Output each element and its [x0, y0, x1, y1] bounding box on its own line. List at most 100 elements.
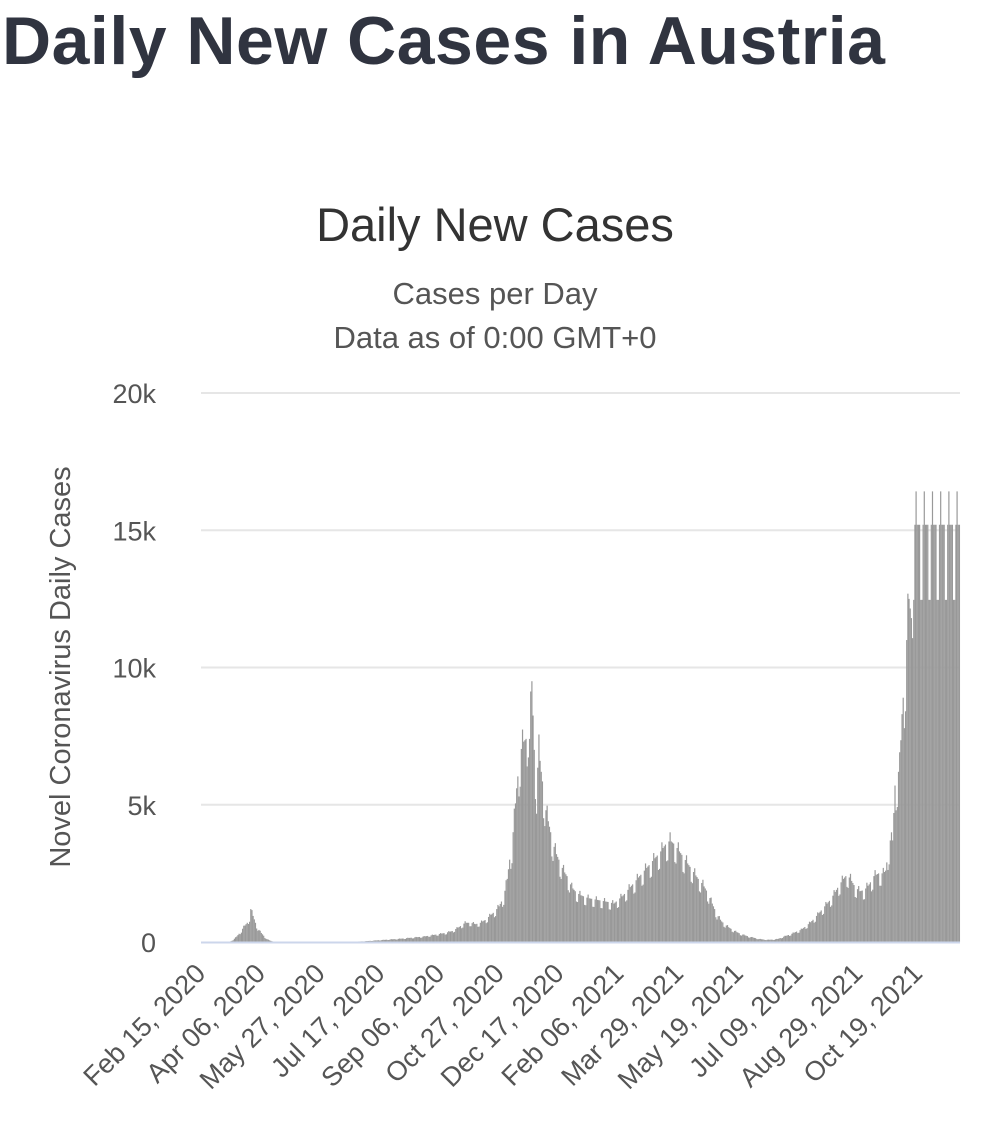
bar-day-596 [899, 752, 901, 942]
y-axis-title: Novel Coronavirus Daily Cases [45, 466, 77, 867]
bar-day-478 [760, 939, 763, 942]
bar-day-433 [708, 903, 710, 942]
page-title: Daily New Cases in Austria [2, 3, 886, 79]
bar-day-214 [451, 931, 453, 942]
chart-subtitle-data-timestamp: Data as of 0:00 GMT+0 [333, 320, 656, 355]
bar-day-52 [261, 934, 264, 942]
bar-day-619 [926, 524, 928, 942]
bar-day-572 [870, 891, 873, 942]
bar-day-145 [370, 940, 373, 942]
bar-day-487 [771, 939, 773, 942]
bar-day-361 [623, 893, 626, 942]
bar-day-147 [373, 940, 375, 942]
bar-day-413 [684, 859, 686, 942]
bar-day-40 [247, 923, 250, 942]
bar-day-195 [429, 936, 431, 942]
bar-day-565 [862, 899, 864, 942]
bar-day-386 [653, 853, 655, 942]
bar-day-269 [516, 788, 518, 942]
bar-day-453 [731, 931, 733, 942]
bar-day-590 [892, 840, 894, 942]
bar-day-373 [637, 877, 640, 942]
bar-day-611 [916, 524, 918, 942]
bar-day-319 [574, 891, 576, 942]
bar-day-407 [677, 842, 679, 942]
bar-day-609 [914, 524, 916, 942]
grid-lines [201, 392, 960, 806]
bar-day-469 [750, 937, 752, 942]
bar-day-393 [661, 842, 663, 942]
bar-day-606 [910, 618, 913, 942]
bar-day-29 [234, 937, 237, 942]
bar-day-643 [954, 599, 956, 942]
bar-day-232 [472, 921, 474, 942]
bar-day-494 [779, 938, 781, 942]
bar-day-513 [801, 928, 804, 942]
bar-day-271 [518, 796, 520, 942]
bar-day-589 [890, 832, 893, 942]
bar-day-155 [382, 939, 384, 942]
bar-day-225 [464, 921, 466, 942]
bar-day-375 [640, 874, 642, 942]
bar-series-daily-cases [230, 491, 961, 942]
bar-day-394 [662, 847, 664, 942]
bar-day-199 [434, 934, 436, 942]
bar-day-296 [547, 821, 549, 942]
bar-day-275 [523, 741, 525, 942]
bar-day-321 [576, 902, 579, 942]
bar-day-435 [710, 897, 712, 942]
bar-day-345 [605, 901, 607, 942]
bar-day-243 [485, 923, 487, 942]
bar-day-357 [619, 898, 621, 942]
bar-day-472 [753, 937, 756, 942]
bar-day-172 [402, 938, 404, 942]
bar-day-630 [938, 524, 941, 942]
bar-day-341 [600, 908, 602, 942]
bar-day-164 [393, 939, 395, 942]
bar-day-171 [401, 938, 403, 942]
bar-day-635 [944, 599, 946, 942]
bar-day-584 [885, 870, 887, 942]
bar-day-518 [807, 924, 809, 942]
bar-day-417 [689, 866, 691, 942]
bar-day-49 [258, 929, 260, 942]
bar-day-246 [489, 913, 491, 942]
bar-day-406 [676, 847, 678, 942]
bar-day-569 [867, 885, 869, 942]
bar-day-440 [716, 919, 718, 942]
bar-day-614 [920, 599, 922, 942]
bar-day-588 [889, 840, 891, 942]
bar-day-613 [919, 524, 921, 942]
bar-day-324 [580, 895, 582, 942]
bar-day-404 [674, 862, 676, 942]
bar-day-443 [719, 919, 722, 942]
bar-day-632 [941, 524, 943, 942]
bar-day-157 [384, 939, 387, 942]
bar-day-402 [671, 842, 674, 942]
bar-day-506 [793, 932, 795, 942]
bar-day-376 [641, 885, 643, 942]
bar-day-241 [483, 920, 485, 942]
bar-day-54 [264, 937, 266, 942]
bar-day-460 [739, 935, 741, 942]
bar-day-189 [422, 936, 424, 942]
bar-day-459 [738, 933, 740, 942]
bar-day-263 [509, 859, 511, 942]
bar-day-608 [913, 599, 915, 942]
bar-day-42 [250, 909, 252, 942]
bar-day-412 [683, 873, 685, 942]
bar-day-326 [582, 896, 585, 942]
bar-day-605 [909, 608, 911, 942]
bar-day-631 [940, 491, 942, 942]
bar-day-615 [921, 599, 923, 942]
bar-day-384 [650, 876, 652, 942]
bar-day-219 [457, 927, 459, 942]
bar-day-267 [513, 808, 515, 942]
bar-day-470 [751, 936, 753, 942]
bar-day-387 [654, 858, 656, 942]
bar-day-545 [839, 894, 841, 942]
bar-day-382 [648, 865, 650, 942]
bar-day-505 [792, 932, 794, 942]
bar-day-599 [902, 697, 904, 942]
bar-day-302 [554, 843, 556, 942]
